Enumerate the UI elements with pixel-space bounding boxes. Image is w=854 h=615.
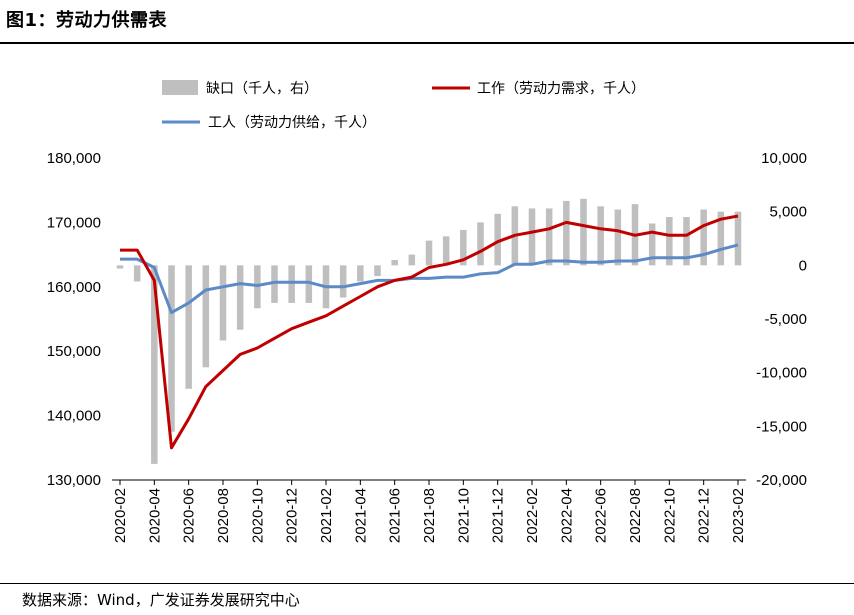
gap-bar — [666, 217, 673, 266]
gap-bar — [271, 265, 278, 303]
right-axis-tick-label: 0 — [799, 257, 807, 274]
right-axis-tick-label: -5,000 — [764, 311, 807, 328]
title-underline — [0, 42, 854, 44]
left-axis-ticks: 130,000 140,000 150,000 160,000 170,000 180,0… — [47, 150, 101, 489]
gap-bar — [648, 223, 656, 266]
gap-bar — [528, 208, 536, 266]
gap-bar — [408, 254, 416, 266]
x-axis-ticks: 2020-02 2020-04 2020-06 2020-08 2020-10 2020-… — [112, 480, 747, 543]
x-axis-tick-label: 2020-08 — [215, 488, 232, 543]
chart-legend: 缺口（千人，右） 工作（劳动力需求，千人） 工人（劳动力供给，千人） — [162, 80, 645, 131]
legend-demand-label: 工作（劳动力需求，千人） — [477, 81, 645, 97]
gap-bar — [391, 259, 398, 266]
gap-bar — [597, 206, 604, 266]
gap-bar — [219, 265, 227, 341]
x-axis-tick-label: 2021-08 — [421, 488, 438, 543]
labor-supply-demand-chart: 缺口（千人，右） 工作（劳动力需求，千人） 工人（劳动力供给，千人） 130,0… — [47, 80, 807, 543]
x-axis-tick-label: 2021-12 — [490, 488, 507, 543]
gap-bar — [151, 265, 158, 464]
gap-bar — [580, 198, 587, 266]
x-axis-tick-label: 2020-12 — [284, 488, 301, 543]
source-note: 数据来源：Wind，广发证券发展研究中心 — [22, 591, 300, 609]
left-axis-tick-label: 130,000 — [47, 472, 101, 489]
right-axis-tick-label: 5,000 — [769, 204, 807, 221]
figure-title: 图1：劳动力供需表 — [6, 10, 168, 31]
gap-bar — [563, 200, 570, 266]
gap-bar — [357, 265, 364, 282]
supply-line — [120, 243, 739, 315]
right-axis-tick-label: -15,000 — [756, 418, 807, 435]
gap-bar — [700, 209, 707, 266]
x-axis-tick-label: 2022-08 — [627, 488, 644, 543]
x-axis-tick-label: 2022-12 — [696, 488, 713, 543]
gap-bar — [374, 265, 381, 277]
gap-bar — [185, 265, 192, 389]
x-axis-tick-label: 2022-02 — [524, 488, 541, 543]
x-axis-tick-label: 2022-06 — [593, 488, 610, 543]
right-axis-ticks: -20,000 -15,000 -10,000 -5,000 0 5,000 10,000 — [756, 150, 807, 489]
demand-line — [120, 214, 739, 450]
legend-gap-swatch — [162, 80, 198, 95]
gap-bar — [288, 265, 295, 303]
gap-bar — [116, 265, 124, 269]
gap-bar — [494, 213, 501, 266]
left-axis-tick-label: 180,000 — [47, 150, 101, 167]
gap-bar — [339, 265, 347, 298]
legend-gap-label: 缺口（千人，右） — [206, 81, 318, 97]
source-rule — [0, 583, 854, 584]
x-axis-tick-label: 2021-06 — [387, 488, 404, 543]
gap-bars — [116, 198, 742, 464]
x-axis-tick-label: 2020-04 — [146, 488, 163, 543]
gap-bar — [442, 236, 450, 266]
left-axis-tick-label: 160,000 — [47, 279, 101, 296]
gap-bar — [460, 229, 467, 266]
left-axis-tick-label: 170,000 — [47, 214, 101, 231]
gap-bar — [425, 240, 433, 266]
x-axis-tick-label: 2023-02 — [730, 488, 747, 543]
gap-bar — [545, 208, 553, 266]
left-axis-tick-label: 140,000 — [47, 408, 101, 425]
gap-bar — [236, 265, 244, 330]
x-axis-tick-label: 2020-06 — [181, 488, 198, 543]
x-axis-tick-label: 2020-02 — [112, 488, 129, 543]
x-axis-tick-label: 2020-10 — [249, 488, 266, 543]
gap-bar — [717, 211, 725, 266]
x-axis-tick-label: 2022-10 — [661, 488, 678, 543]
gap-bar — [614, 209, 622, 266]
gap-bar — [477, 222, 484, 266]
right-axis-tick-label: 10,000 — [761, 150, 807, 167]
x-axis-tick-label: 2022-04 — [558, 488, 575, 543]
gap-bar — [168, 265, 175, 432]
gap-bar — [305, 265, 313, 303]
x-axis-tick-label: 2021-02 — [318, 488, 335, 543]
right-axis-tick-label: -10,000 — [756, 365, 807, 382]
gap-bar — [133, 265, 141, 282]
left-axis-tick-label: 150,000 — [47, 343, 101, 360]
x-axis-tick-label: 2021-10 — [455, 488, 472, 543]
x-axis-tick-label: 2021-04 — [352, 488, 369, 543]
gap-bar — [683, 217, 690, 266]
legend-supply-label: 工人（劳动力供给，千人） — [208, 115, 376, 131]
gap-bar — [734, 211, 742, 266]
right-axis-tick-label: -20,000 — [756, 472, 807, 489]
series-lines — [120, 214, 739, 450]
gap-bar — [202, 265, 210, 368]
